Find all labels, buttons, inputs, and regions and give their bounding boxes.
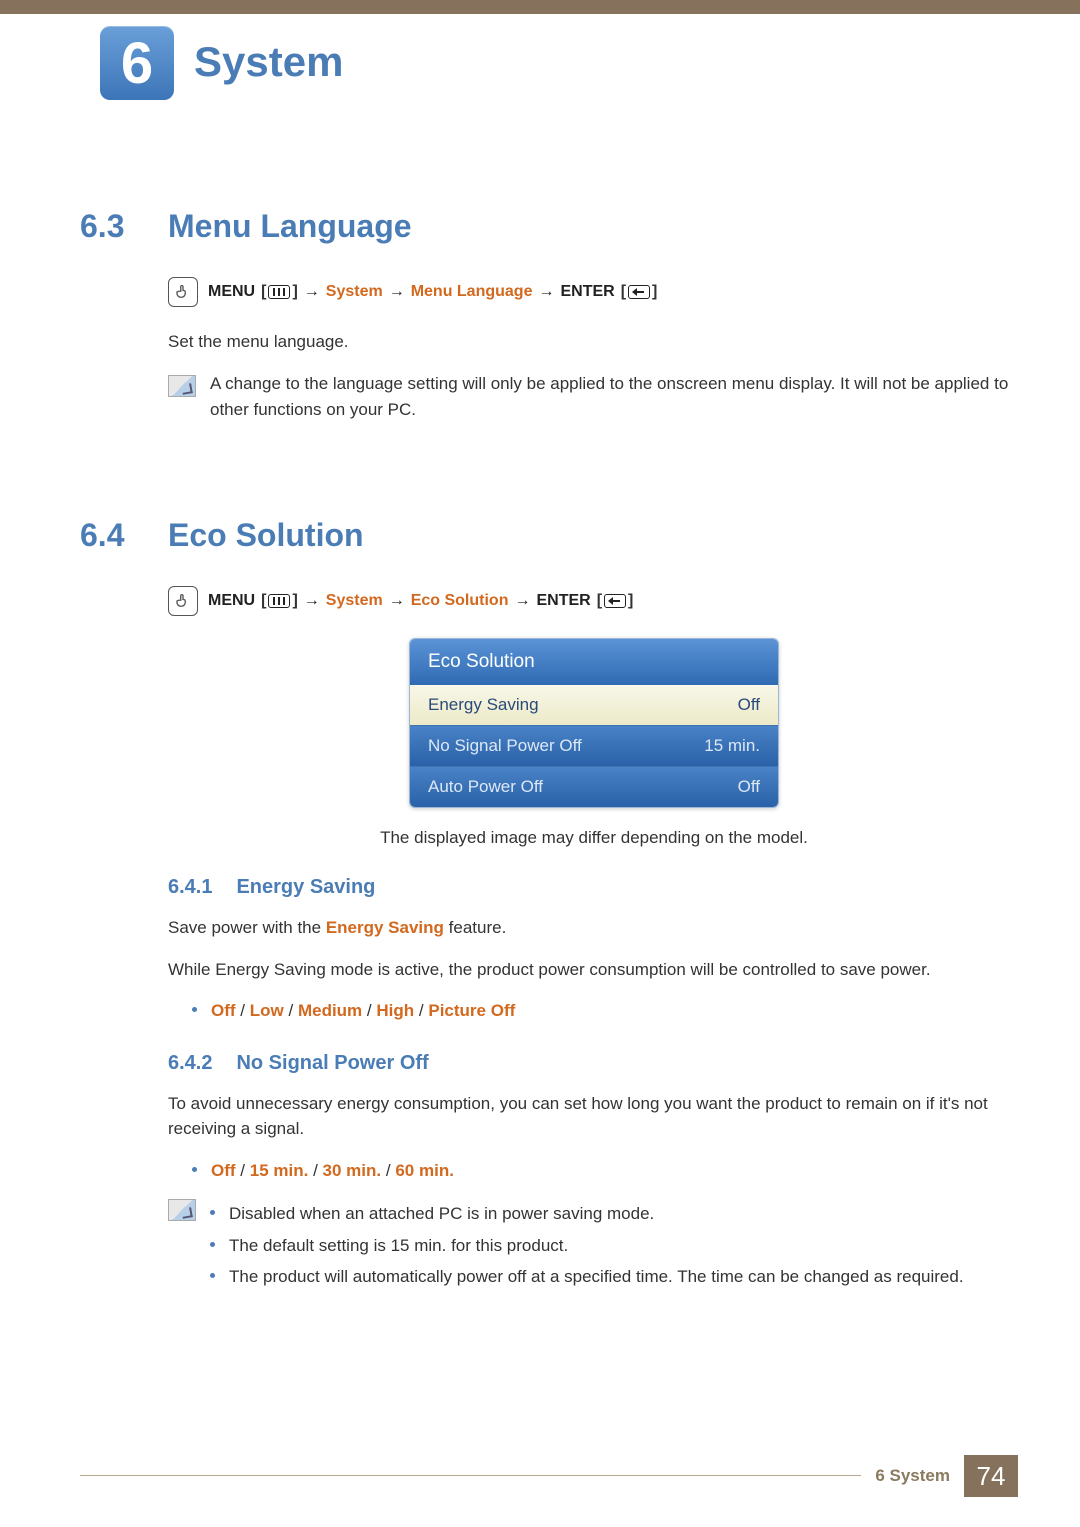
- section-number: 6.4: [80, 517, 168, 554]
- osd-row-label: Energy Saving: [428, 695, 539, 715]
- option: Low: [250, 1001, 284, 1020]
- path-menu-label: MENU: [208, 283, 255, 301]
- energy-saving-desc: While Energy Saving mode is active, the …: [168, 957, 1020, 983]
- hand-icon: [168, 277, 198, 307]
- osd-row-selected: Energy Saving Off: [410, 685, 778, 725]
- note-item: The default setting is 15 min. for this …: [229, 1233, 568, 1259]
- section-6-4-heading: 6.4 Eco Solution: [80, 517, 1020, 554]
- note-block: Disabled when an attached PC is in power…: [168, 1195, 1020, 1296]
- option: Medium: [298, 1001, 362, 1020]
- note-item: Disabled when an attached PC is in power…: [229, 1201, 654, 1227]
- subsection-number: 6.4.1: [168, 876, 232, 899]
- note-item: The product will automatically power off…: [229, 1264, 964, 1290]
- options-text: Off / Low / Medium / High / Picture Off: [211, 998, 515, 1024]
- energy-saving-keyword: Energy Saving: [326, 918, 444, 937]
- note-icon: [168, 375, 196, 397]
- enter-icon: []: [597, 592, 634, 610]
- subsection-6-4-2-heading: 6.4.2 No Signal Power Off: [168, 1052, 1020, 1075]
- arrow-icon: →: [389, 283, 405, 301]
- options-list: Off / Low / Medium / High / Picture Off: [192, 998, 1020, 1024]
- chapter-title: System: [194, 38, 343, 86]
- bullet-icon: [192, 1167, 197, 1172]
- osd-header: Eco Solution: [410, 639, 778, 685]
- text-fragment: Save power with the: [168, 918, 326, 937]
- path-system: System: [326, 283, 383, 301]
- options-list: Off / 15 min. / 30 min. / 60 min.: [192, 1158, 1020, 1184]
- osd-panel: Eco Solution Energy Saving Off No Signal…: [409, 638, 779, 808]
- path-enter-label: ENTER: [560, 283, 614, 301]
- path-enter-label: ENTER: [536, 592, 590, 610]
- option: Picture Off: [428, 1001, 515, 1020]
- osd-row-label: Auto Power Off: [428, 777, 543, 797]
- footer-rule: [80, 1475, 861, 1497]
- bullet-icon: [192, 1007, 197, 1012]
- energy-saving-intro: Save power with the Energy Saving featur…: [168, 915, 1020, 941]
- menu-path-6-4: MENU [] → System → Eco Solution → ENTER …: [168, 586, 1020, 616]
- section-title: Menu Language: [168, 208, 412, 245]
- option: Off: [211, 1001, 236, 1020]
- menu-icon: []: [261, 283, 298, 301]
- option: 15 min.: [250, 1161, 309, 1180]
- subsection-title: Energy Saving: [236, 876, 375, 898]
- subsection-6-4-1-heading: 6.4.1 Energy Saving: [168, 876, 1020, 899]
- path-leaf: Menu Language: [411, 283, 533, 301]
- note-icon: [168, 1199, 196, 1221]
- enter-icon: []: [621, 283, 658, 301]
- section-number: 6.3: [80, 208, 168, 245]
- page-number: 74: [964, 1455, 1018, 1497]
- osd-row-value: 15 min.: [704, 736, 760, 756]
- path-menu-label: MENU: [208, 592, 255, 610]
- subsection-number: 6.4.2: [168, 1052, 232, 1075]
- option: High: [376, 1001, 414, 1020]
- chapter-number-badge: 6: [100, 26, 174, 100]
- osd-row: Auto Power Off Off: [410, 766, 778, 807]
- arrow-icon: →: [304, 283, 320, 301]
- intro-text: Set the menu language.: [168, 329, 1020, 355]
- section-6-3-heading: 6.3 Menu Language: [80, 208, 1020, 245]
- section-title: Eco Solution: [168, 517, 364, 554]
- osd-row-label: No Signal Power Off: [428, 736, 582, 756]
- note-list: Disabled when an attached PC is in power…: [210, 1195, 1020, 1296]
- arrow-icon: →: [514, 592, 530, 610]
- osd-row-value: Off: [738, 777, 760, 797]
- path-system: System: [326, 592, 383, 610]
- path-leaf: Eco Solution: [411, 592, 509, 610]
- page-content: 6.3 Menu Language MENU [] → System → Men…: [80, 180, 1020, 1306]
- top-brown-bar: [0, 0, 1080, 14]
- menu-path-6-3: MENU [] → System → Menu Language → ENTER…: [168, 277, 1020, 307]
- bullet-icon: [210, 1242, 215, 1247]
- footer-section-label: 6 System: [861, 1466, 964, 1486]
- bullet-icon: [210, 1210, 215, 1215]
- option: Off: [211, 1161, 236, 1180]
- osd-row: No Signal Power Off 15 min.: [410, 725, 778, 766]
- text-fragment: feature.: [444, 918, 506, 937]
- arrow-icon: →: [389, 592, 405, 610]
- subsection-title: No Signal Power Off: [236, 1052, 428, 1074]
- arrow-icon: →: [538, 283, 554, 301]
- note-block: A change to the language setting will on…: [168, 371, 1020, 424]
- option: 30 min.: [323, 1161, 382, 1180]
- options-text: Off / 15 min. / 30 min. / 60 min.: [211, 1158, 454, 1184]
- page-footer: 6 System 74: [0, 1455, 1080, 1497]
- menu-icon: []: [261, 592, 298, 610]
- bullet-icon: [210, 1273, 215, 1278]
- osd-caption: The displayed image may differ depending…: [168, 828, 1020, 848]
- no-signal-desc: To avoid unnecessary energy consumption,…: [168, 1091, 1020, 1142]
- osd-row-value: Off: [738, 695, 760, 715]
- arrow-icon: →: [304, 592, 320, 610]
- note-text: A change to the language setting will on…: [210, 371, 1020, 424]
- hand-icon: [168, 586, 198, 616]
- option: 60 min.: [395, 1161, 454, 1180]
